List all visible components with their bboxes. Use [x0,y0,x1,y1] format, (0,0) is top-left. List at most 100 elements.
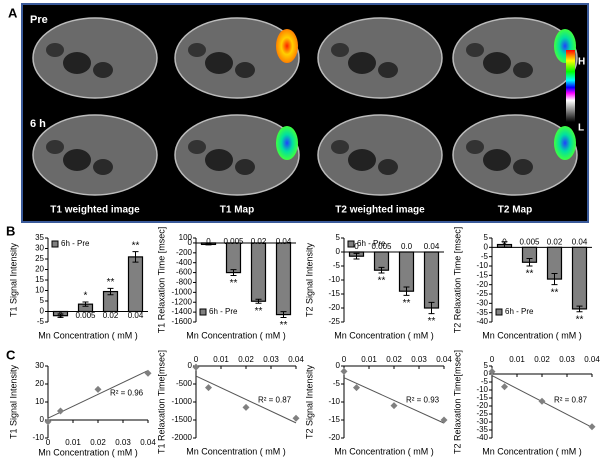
y-tick-label: -5 [481,252,489,261]
y-axis-label: T1 Relaxation Time [msec] [156,227,166,334]
bar [275,242,292,316]
point [488,368,496,376]
x-tick-label: 0.02 [534,355,550,364]
x-axis-label: Mn Concentration ( mM ) [482,330,582,340]
error-bar [57,313,64,318]
y-tick-label: 5 [484,361,489,370]
legend-swatch [199,308,207,316]
y-tick-label: 20 [35,265,44,274]
mri-detail [63,52,91,74]
mri-detail [378,159,398,175]
mri-detail [513,62,533,78]
r-squared: R² = 0.93 [406,396,440,405]
y-tick-label: -400 [176,258,193,267]
error-bar [255,298,262,304]
y-tick-label: 100 [179,233,193,242]
point [242,403,250,411]
mri-slice [32,114,158,196]
category-label: 0.02 [103,311,119,320]
y-axis-label: T2 Relaxation Time[msec] [452,350,462,454]
y-tick-label: -1400 [172,307,193,316]
x-axis-label: Mn Concentration ( mM ) [334,330,434,340]
legend-swatch [347,240,355,248]
x-tick-label: 0 [342,355,347,364]
point [588,423,596,431]
y-tick-label: -10 [32,433,44,442]
x-tick-label: 0.03 [263,355,279,364]
y-tick-label: -20 [328,433,340,442]
significance: ** [107,277,115,288]
mri-detail [205,149,233,171]
point [44,418,52,426]
colorbar [566,50,575,122]
legend-label: 6h - Pre [61,239,90,248]
mri-detail [188,140,206,154]
column-label: T2 weighted image [335,205,425,216]
y-tick-label: 0 [40,307,45,316]
mri-detail [331,43,349,57]
mri-detail [93,159,113,175]
x-axis-label: Mn Concentration ( mM ) [186,446,286,456]
y-tick-label: -40 [476,317,488,326]
y-tick-label: -25 [476,409,488,418]
x-axis-label: Mn Concentration ( mM ) [482,446,582,456]
significance: ** [403,298,411,309]
map-overlay [276,29,298,63]
category-label: 0.04 [128,311,144,320]
y-tick-label: -10 [476,261,488,270]
legend-label: 6h - Pre [505,307,534,316]
y-tick-label: -20 [476,280,488,289]
y-tick-label: -1600 [172,317,193,326]
x-axis-label: Mn Concentration ( mM ) [38,447,138,457]
category-label: 0.005 [223,237,244,246]
y-tick-label: -25 [328,317,340,326]
mri-detail [483,52,511,74]
panel-label: B [6,223,15,238]
trend-line [195,375,297,424]
category-label: 0.04 [276,237,292,246]
panel-label: A [8,5,18,20]
mri-slice [174,114,300,196]
y-tick-label: -15 [328,289,340,298]
y-tick-label: -5 [333,379,341,388]
x-tick-label: 0.04 [288,355,304,364]
category-label: 0 [206,237,211,246]
significance: ** [132,240,140,251]
category-label: 0.005 [371,242,392,251]
x-tick-label: 0 [490,355,495,364]
y-tick-label: -5 [37,317,45,326]
mri-detail [466,140,484,154]
error-bar [378,266,385,274]
significance: ** [378,276,386,287]
x-tick-label: 0.03 [115,438,131,447]
y-tick-label: 35 [35,233,44,242]
y-tick-label: -1500 [172,415,193,424]
point [205,384,212,392]
y-axis-label: T2 Signal Intensity [304,242,314,317]
y-tick-label: 30 [35,361,44,370]
category-label: 0.0 [401,242,413,251]
significance: ** [255,306,263,317]
mri-detail [205,52,233,74]
bar [398,251,415,292]
category-label: 0 [502,237,507,246]
row-label: Pre [30,14,48,26]
y-tick-label: -10 [476,385,488,394]
y-tick-label: 0 [40,415,45,424]
y-tick-label: -600 [176,268,193,277]
y-axis-label: T1 Signal Intensity [8,364,18,439]
column-label: T1 weighted image [50,205,140,216]
y-tick-label: -15 [476,393,488,402]
map-overlay [276,126,298,160]
bar [225,242,242,274]
y-tick-label: 15 [35,275,44,284]
y-tick-label: -15 [328,415,340,424]
significance: ** [230,278,238,289]
point [440,416,448,424]
significance: ** [526,269,534,280]
error-bar [132,251,139,263]
mri-detail [235,62,255,78]
mri-detail [63,149,91,171]
point [192,363,200,371]
mri-detail [513,159,533,175]
